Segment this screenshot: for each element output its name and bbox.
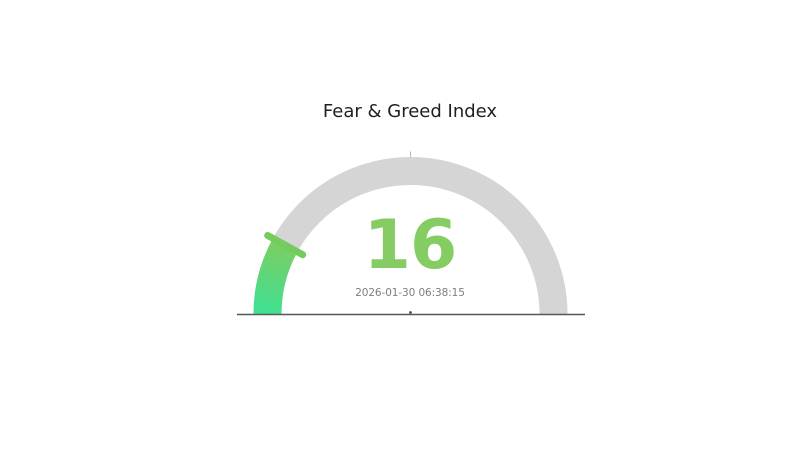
chart-title: Fear & Greed Index bbox=[322, 101, 498, 122]
gauge-timestamp: 2026-01-30 06:38:15 bbox=[355, 287, 465, 299]
gauge-needle-cap bbox=[264, 231, 307, 259]
gauge-value-arc bbox=[253, 238, 298, 315]
gauge-value-number: 16 bbox=[363, 206, 458, 285]
gauge-pivot-dot bbox=[409, 311, 412, 314]
